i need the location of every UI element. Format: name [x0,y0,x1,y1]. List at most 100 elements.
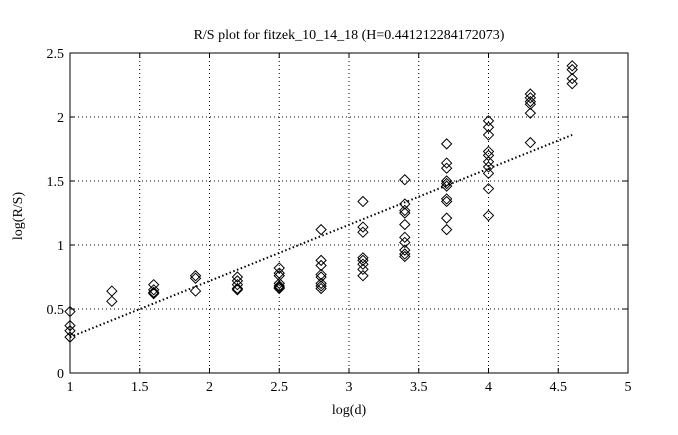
data-point-diamond [566,72,578,85]
data-point-diamond [189,270,202,282]
data-point-diamond [231,284,244,296]
x-tick-label: 5 [625,380,632,395]
data-point-diamond [64,305,76,318]
data-point-diamond [399,207,411,219]
data-point-diamond [273,281,285,293]
fit-line [69,133,573,339]
grid-lines [70,53,628,373]
data-point-diamond [399,174,411,186]
data-point-diamond [482,161,495,173]
data-point-diamond [315,268,327,281]
data-point-diamond [524,95,537,108]
x-tick-label: 1 [67,380,74,395]
x-tick-label: 2.5 [271,380,289,395]
data-point-diamond [440,193,453,205]
data-point-diamond [482,149,495,162]
data-point-diamond [399,204,411,217]
data-point-diamond [482,209,495,222]
y-tick-label: 0 [57,367,64,382]
x-tick-label: 3.5 [410,380,428,395]
data-point-diamond [189,272,202,284]
data-point-diamond [231,278,244,291]
y-axis-label: log(R/S) [11,192,26,241]
data-point-diamond [357,258,369,270]
data-point-diamond [440,195,453,208]
data-point-diamond [399,198,411,210]
data-point-diamond [357,263,369,276]
data-point-diamond [440,175,453,187]
data-point-diamond [440,138,453,150]
chart-title: R/S plot for fitzek_10_14_18 (H=0.441212… [194,28,505,43]
data-point-diamond [524,136,537,149]
x-tick-label: 3 [346,380,353,395]
data-point-diamond [64,331,76,343]
data-point-diamond [482,121,495,133]
y-tick-label: 1 [57,239,64,254]
data-point-diamond [357,252,369,264]
y-tick-label: 2.5 [47,47,65,62]
data-point-diamond [315,271,327,283]
data-point-diamond [315,280,327,292]
data-point-diamond [231,271,244,283]
data-point-diamond [315,259,327,272]
data-point-diamond [189,285,202,297]
data-point-diamond [566,60,578,72]
data-point-diamond [231,275,244,287]
data-point-diamond [399,248,411,260]
y-tick-label: 1.5 [47,175,65,190]
data-point-diamond [147,287,160,300]
axis-ticks: 1 1.5 2 2.5 3 3.5 4 4.5 5 0 0.5 1 1.5 2 2.5 [47,47,632,395]
data-point-diamond [147,278,160,291]
data-point-diamond [315,254,327,267]
data-point-diamond [566,78,578,90]
y-tick-label: 2 [57,111,64,126]
data-point-diamond [357,226,369,238]
data-points [64,60,578,343]
data-point-diamond [64,325,76,337]
data-point-diamond [273,262,285,274]
data-point-diamond [482,167,495,180]
data-point-diamond [399,236,411,249]
data-point-diamond [524,107,537,119]
data-point-diamond [524,98,537,110]
x-tick-label: 4.5 [550,380,568,395]
data-point-diamond [482,156,495,168]
data-point-diamond [147,286,160,299]
data-point-diamond [315,223,327,236]
data-point-diamond [440,223,453,236]
data-point-diamond [440,162,453,174]
data-point-diamond [106,295,118,308]
y-tick-label: 0.5 [47,303,65,318]
data-point-diamond [524,92,537,104]
x-tick-label: 4 [485,380,492,395]
data-point-diamond [482,129,495,141]
data-point-diamond [64,319,76,332]
data-point-diamond [524,88,537,100]
x-tick-label: 2 [206,380,213,395]
data-point-diamond [399,218,411,231]
data-point-diamond [315,277,327,290]
data-point-diamond [566,63,578,76]
data-point-diamond [273,277,285,290]
data-point-diamond [440,177,453,190]
data-point-diamond [273,280,285,292]
data-point-diamond [482,115,495,127]
data-point-diamond [273,282,285,295]
data-point-diamond [147,284,160,296]
data-point-diamond [315,282,327,295]
data-point-diamond [399,231,411,244]
fit-line-group [69,133,573,339]
data-point-diamond [357,221,369,233]
x-tick-label: 1.5 [131,380,149,395]
data-point-diamond [357,254,369,267]
data-point-diamond [440,180,453,192]
data-point-diamond [357,195,369,208]
data-point-diamond [482,182,495,195]
data-point-diamond [399,244,411,256]
data-point-diamond [357,270,369,282]
data-point-diamond [399,250,411,263]
x-axis-label: log(d) [332,403,367,418]
data-point-diamond [106,285,118,297]
